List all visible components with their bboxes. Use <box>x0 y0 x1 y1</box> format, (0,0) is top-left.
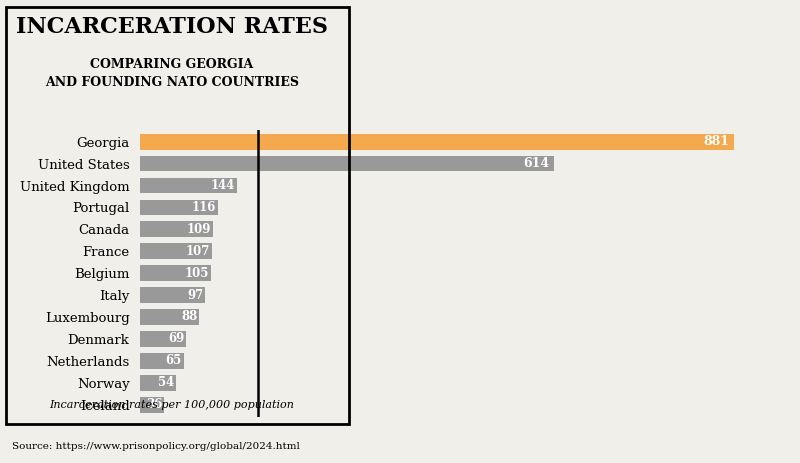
Text: 97: 97 <box>187 288 203 301</box>
Bar <box>140 397 164 413</box>
Bar <box>140 156 554 171</box>
Text: INCARCERATION RATES: INCARCERATION RATES <box>16 16 328 38</box>
Text: 105: 105 <box>184 267 209 280</box>
Bar <box>140 287 206 303</box>
Bar <box>140 331 186 347</box>
Text: 65: 65 <box>166 354 182 367</box>
Bar <box>140 353 184 369</box>
Bar <box>140 200 218 215</box>
Bar <box>140 221 214 237</box>
Bar <box>140 244 212 259</box>
Bar <box>140 309 199 325</box>
Text: 88: 88 <box>181 311 198 324</box>
Bar <box>140 134 734 150</box>
Text: 116: 116 <box>192 201 216 214</box>
Bar <box>140 178 237 194</box>
Text: 107: 107 <box>186 245 210 258</box>
Bar <box>140 265 210 281</box>
Text: 54: 54 <box>158 376 174 389</box>
Text: 109: 109 <box>187 223 211 236</box>
Text: Incarceration rates per 100,000 population: Incarceration rates per 100,000 populati… <box>50 400 294 410</box>
Bar <box>140 375 176 391</box>
Text: 69: 69 <box>168 332 185 345</box>
Text: COMPARING GEORGIA
AND FOUNDING NATO COUNTRIES: COMPARING GEORGIA AND FOUNDING NATO COUN… <box>45 58 299 89</box>
Text: 881: 881 <box>703 135 730 148</box>
Text: 144: 144 <box>210 179 235 192</box>
Text: Source: https://www.prisonpolicy.org/global/2024.html: Source: https://www.prisonpolicy.org/glo… <box>12 443 300 451</box>
Text: 614: 614 <box>523 157 550 170</box>
Text: 36: 36 <box>146 398 162 411</box>
